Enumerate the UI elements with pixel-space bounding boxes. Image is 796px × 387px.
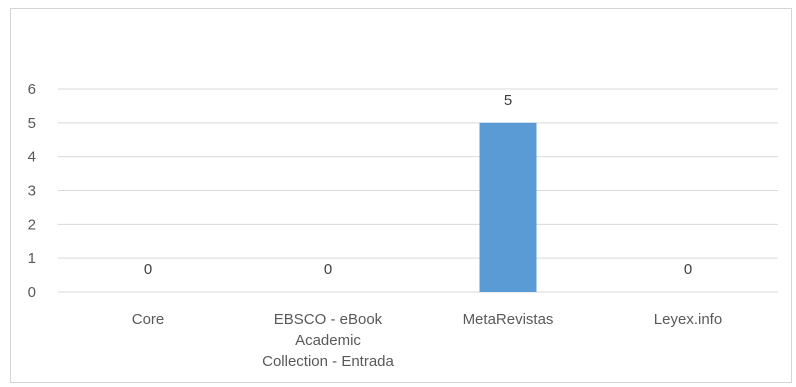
y-tick-label: 0 bbox=[28, 284, 36, 301]
y-tick-label: 6 bbox=[28, 81, 36, 98]
x-tick-label: EBSCO - eBook Academic Collection - Entrad… bbox=[262, 311, 394, 370]
x-tick-label: Leyex.info bbox=[654, 311, 722, 328]
data-label: 0 bbox=[684, 261, 692, 278]
x-tick-label-line: Leyex.info bbox=[654, 311, 722, 328]
y-tick-label: 5 bbox=[28, 115, 36, 132]
x-tick-label-line: Academic bbox=[295, 332, 361, 349]
x-tick-label-line: EBSCO - eBook bbox=[274, 311, 383, 328]
data-label: 0 bbox=[144, 261, 152, 278]
y-tick-label: 1 bbox=[28, 250, 36, 267]
x-tick-label: MetaRevistas bbox=[463, 311, 554, 328]
y-tick-label: 2 bbox=[28, 216, 36, 233]
y-tick-label: 4 bbox=[28, 149, 36, 166]
y-tick-label: 3 bbox=[28, 183, 36, 200]
x-tick-label-line: Collection - Entrada bbox=[262, 353, 394, 370]
x-tick-label: Core bbox=[132, 311, 165, 328]
bar bbox=[479, 122, 537, 292]
x-tick-label-line: MetaRevistas bbox=[463, 311, 554, 328]
data-label: 5 bbox=[504, 92, 512, 109]
data-label: 0 bbox=[324, 261, 332, 278]
chart-frame bbox=[10, 8, 792, 383]
x-tick-label-line: Core bbox=[132, 311, 165, 328]
